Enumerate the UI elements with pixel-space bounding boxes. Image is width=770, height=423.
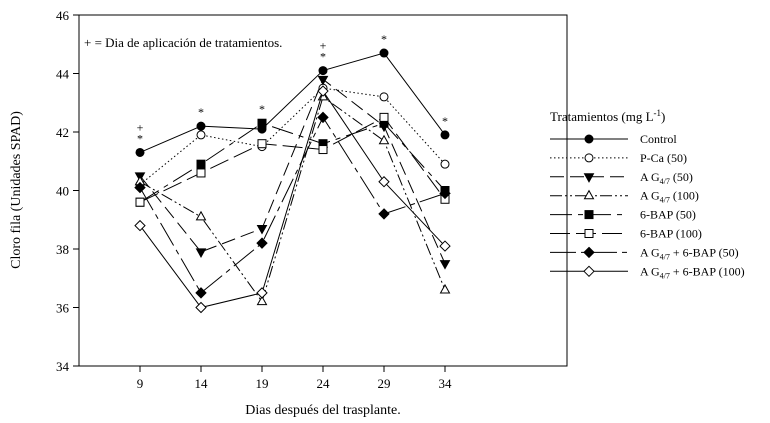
data-point — [378, 208, 390, 220]
series-line — [139, 52, 446, 153]
legend-item: A G4/7 (50) — [550, 170, 693, 186]
series-1 — [135, 48, 450, 157]
y-tick-label: 44 — [56, 67, 70, 82]
data-point — [196, 121, 206, 131]
significance-marker: * — [259, 102, 265, 116]
legend-item: A G4/7 + 6-BAP (50) — [550, 245, 739, 261]
treatment-application-note: + = Dia de aplicación de tratamientos. — [84, 35, 282, 50]
legend-marker — [583, 246, 595, 259]
data-point — [257, 139, 267, 149]
series-line — [139, 122, 446, 203]
data-point — [196, 168, 206, 178]
legend-item: A G4/7 (100) — [550, 189, 699, 205]
data-point — [195, 301, 207, 314]
legend-item: P-Ca (50) — [550, 151, 687, 165]
series-line — [139, 116, 446, 203]
data-point — [134, 219, 146, 232]
significance-marker: * — [198, 105, 204, 119]
data-point — [195, 287, 207, 299]
legend-label: 6-BAP (50) — [640, 208, 696, 222]
data-point — [135, 147, 145, 157]
y-tick-label: 34 — [56, 359, 70, 374]
legend-label: P-Ca (50) — [640, 151, 687, 165]
legend-label: A G4/7 + 6-BAP (50) — [640, 245, 739, 261]
series-line — [139, 78, 446, 264]
series-line — [139, 116, 446, 294]
series-4 — [134, 90, 451, 306]
x-tick-label: 29 — [378, 376, 391, 391]
legend-marker — [583, 173, 595, 183]
significance-marker: * — [320, 50, 326, 64]
legend-item: 6-BAP (100) — [550, 227, 702, 241]
data-point — [378, 176, 390, 188]
x-tick-label: 9 — [137, 376, 144, 391]
legend-label: Control — [640, 132, 677, 146]
data-point — [256, 287, 268, 299]
legend-label: A G4/7 + 6-BAP (100) — [640, 264, 745, 280]
data-point — [439, 260, 451, 270]
data-point — [195, 248, 207, 258]
data-point — [439, 283, 451, 294]
significance-marker: + — [320, 39, 327, 53]
series-line — [139, 87, 446, 186]
significance-marker: * — [137, 131, 143, 145]
data-point — [256, 237, 268, 249]
data-point — [439, 240, 451, 252]
series-7 — [134, 111, 451, 299]
data-point — [379, 112, 389, 122]
series-3 — [134, 75, 451, 270]
data-point — [440, 159, 450, 169]
data-point — [317, 75, 329, 86]
legend-marker — [584, 229, 594, 238]
x-tick-label: 34 — [439, 376, 453, 391]
y-tick-label: 46 — [56, 8, 70, 23]
legend-marker — [584, 153, 594, 163]
data-point — [135, 197, 145, 207]
legend-label: A G4/7 (50) — [640, 170, 693, 186]
data-point — [379, 92, 389, 102]
legend-item: 6-BAP (50) — [550, 208, 696, 222]
y-tick-label: 38 — [56, 242, 69, 257]
x-tick-label: 19 — [256, 376, 269, 391]
legend-title: Tratamientos (mg L-1) — [550, 108, 665, 124]
legend-label: 6-BAP (100) — [640, 227, 702, 241]
data-point — [439, 187, 451, 200]
significance-marker: + — [137, 120, 144, 134]
series-8 — [134, 85, 451, 314]
data-point — [195, 210, 207, 221]
y-tick-label: 36 — [56, 301, 70, 316]
data-point — [256, 225, 268, 235]
significance-marker: * — [381, 32, 387, 46]
x-tick-label: 24 — [317, 376, 331, 391]
legend-marker — [583, 265, 595, 278]
y-tick-label: 42 — [56, 125, 69, 140]
data-point — [378, 134, 390, 145]
data-point — [256, 295, 268, 306]
legend-marker — [584, 134, 594, 144]
data-point — [196, 159, 206, 169]
data-point — [134, 181, 146, 194]
data-point — [379, 48, 389, 58]
data-point — [196, 130, 206, 140]
legend-item: Control — [550, 132, 677, 146]
series-line — [139, 89, 446, 309]
data-point — [318, 66, 328, 76]
significance-marker: * — [442, 114, 448, 128]
x-tick-label: 14 — [195, 376, 209, 391]
data-point — [318, 145, 328, 155]
series-6 — [135, 112, 450, 207]
legend-label: A G4/7 (100) — [640, 189, 699, 205]
data-point — [257, 118, 267, 128]
y-axis-label: Cloro fila (Unidades SPAD) — [9, 111, 24, 269]
y-tick-label: 40 — [56, 184, 69, 199]
data-point — [317, 85, 329, 97]
series-line — [139, 96, 446, 303]
data-point — [440, 130, 450, 140]
data-point — [317, 111, 329, 124]
x-axis-label: Dias después del trasplante. — [245, 403, 401, 418]
legend-marker — [583, 189, 595, 200]
legend-item: A G4/7 + 6-BAP (100) — [550, 264, 745, 280]
legend-marker — [584, 210, 594, 220]
